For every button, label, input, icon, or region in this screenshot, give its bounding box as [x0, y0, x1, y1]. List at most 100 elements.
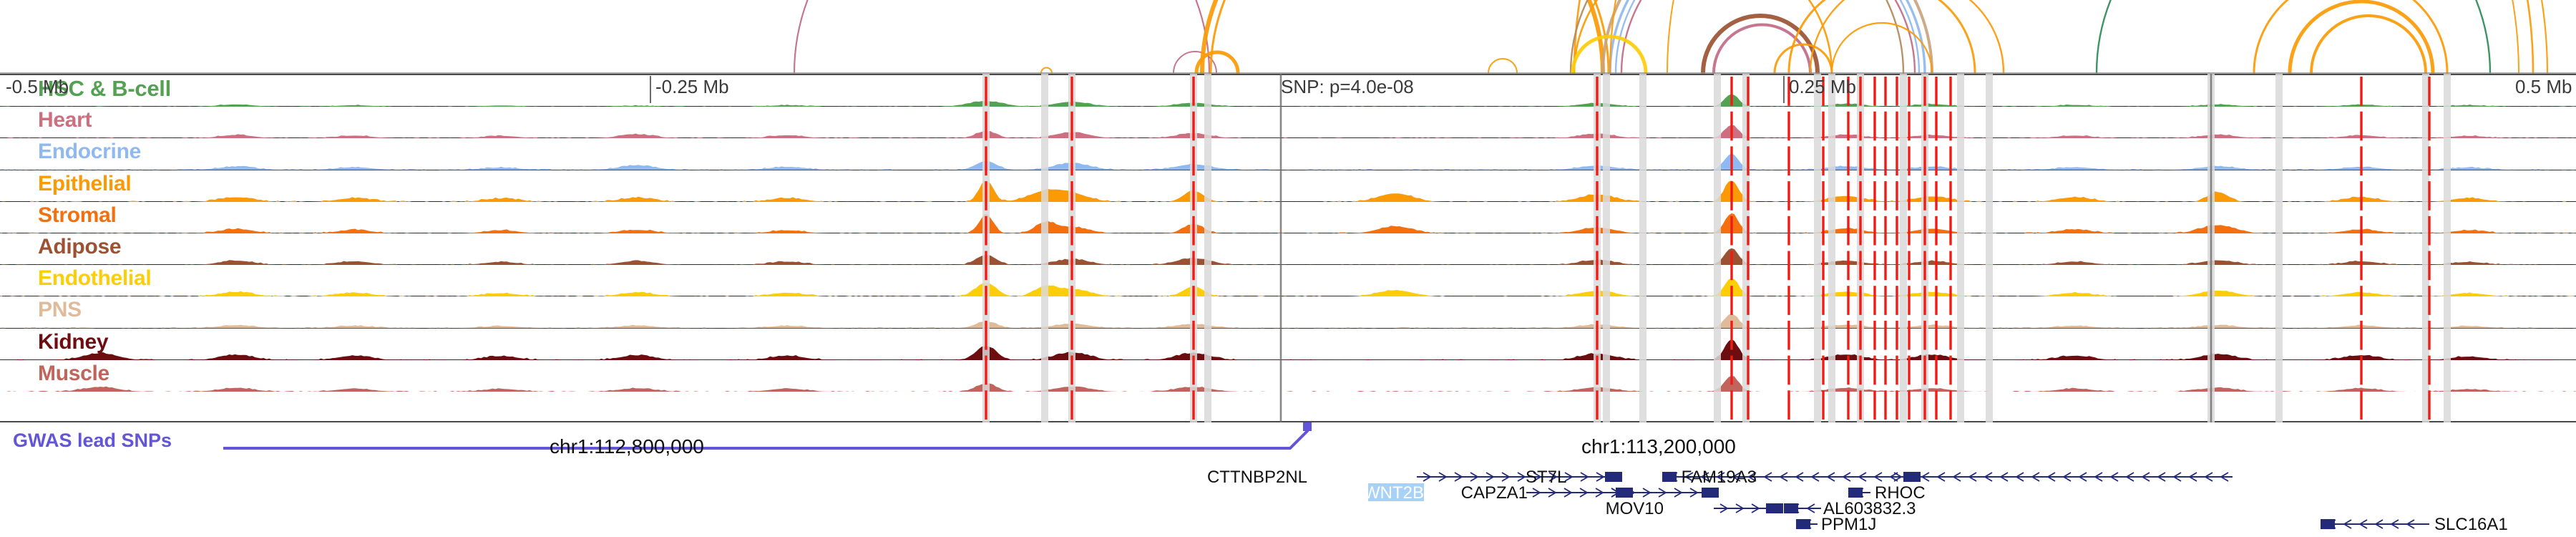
strand-arrow — [2094, 472, 2103, 482]
strand-arrow — [1501, 472, 1511, 482]
gene-label: MOV10 — [1606, 499, 1664, 518]
strand-arrow — [2046, 472, 2056, 482]
gene-exon — [1702, 488, 1719, 498]
strand-arrow — [1548, 472, 1558, 482]
gene-model[interactable]: FAM19A3 — [1682, 468, 1921, 487]
loop-arc — [1209, 0, 1610, 74]
signal-track-endothelial: Endothelial — [0, 265, 2576, 297]
strand-arrow — [1719, 503, 1729, 513]
signal-area — [0, 213, 2576, 233]
loop-arc — [1614, 0, 1921, 74]
axis-tick-label: 0.25 Mb — [1789, 76, 1856, 97]
signal-area — [0, 339, 2576, 360]
strand-arrow — [1810, 472, 1820, 482]
track-signal-canvas — [0, 329, 2576, 360]
gene-label-highlight — [1368, 483, 1424, 501]
axis-tick-mark — [1783, 76, 1785, 103]
gene-exon — [1605, 472, 1622, 482]
strand-arrow — [1747, 472, 1757, 482]
gene-label: CAPZA1 — [1461, 483, 1528, 503]
strand-arrow — [1626, 488, 1636, 498]
gene-model[interactable]: RHOC — [1848, 483, 1926, 503]
loop-arc — [1620, 0, 1916, 74]
track-signal-canvas — [0, 233, 2576, 266]
track-label-pns: PNS — [38, 298, 82, 322]
strand-arrow — [1779, 472, 1788, 482]
strand-arrow — [1642, 488, 1652, 498]
loop-arc — [1040, 67, 1053, 74]
gene-label: PPM1J — [1821, 515, 1876, 534]
strand-arrow — [2062, 472, 2072, 482]
gene-label: ST7L — [1526, 468, 1566, 487]
loop-arc — [1571, 34, 1648, 74]
strand-arrow — [1596, 472, 1605, 482]
strand-arrow — [2390, 519, 2399, 529]
strand-arrow — [1533, 472, 1542, 482]
strand-arrow — [2078, 472, 2087, 482]
strand-arrow — [1936, 472, 1946, 482]
gene-label: SLC16A1 — [2434, 515, 2508, 534]
strand-arrow — [1735, 503, 1745, 513]
gwas-lead-snps-label: GWAS lead SNPs — [13, 430, 172, 451]
track-label-endocrine: Endocrine — [38, 140, 141, 164]
signal-track-epithelial: Epithelial — [0, 170, 2576, 202]
strand-arrow — [2343, 519, 2352, 529]
gene-model[interactable]: PPM1J — [1796, 515, 1876, 534]
track-label-muscle: Muscle — [38, 361, 109, 385]
gene-model[interactable]: AL603832.3 — [1784, 499, 1916, 518]
gene-exon — [1662, 472, 1677, 482]
strand-arrow — [1984, 472, 1993, 482]
strand-arrow — [2374, 519, 2384, 529]
strand-arrow — [2188, 472, 2197, 482]
gene-model[interactable]: CAPZA1 — [1461, 483, 1719, 503]
gene-model[interactable]: WNT2B — [1364, 483, 1633, 503]
strand-arrow — [1564, 472, 1574, 482]
strand-arrow — [1689, 488, 1699, 498]
chromatin-loop-arcs — [0, 0, 2576, 74]
loop-arc — [1701, 14, 1820, 74]
strand-arrow — [1842, 472, 1851, 482]
strand-arrow — [1968, 472, 1977, 482]
strand-arrow — [1438, 472, 1448, 482]
gwas-snp-marker — [1303, 422, 1312, 431]
strand-arrow — [1485, 472, 1495, 482]
axis-tick-label: -0.5 Mb — [6, 76, 69, 97]
strand-arrow — [1611, 488, 1620, 498]
gene-model[interactable]: ST7L — [1526, 468, 2233, 487]
gene-model[interactable]: MOV10 — [1606, 499, 1783, 518]
signal-track-adipose: Adipose — [0, 233, 2576, 266]
track-signal-canvas — [0, 296, 2576, 329]
gene-exon — [1903, 472, 1921, 482]
strand-arrow — [1595, 488, 1604, 498]
signal-area — [0, 375, 2576, 392]
signal-area — [0, 278, 2576, 297]
strand-arrow — [1470, 472, 1479, 482]
strand-arrow — [2204, 472, 2213, 482]
strand-arrow — [1921, 472, 1930, 482]
strand-arrow — [1580, 472, 1589, 482]
coordinate-label-right: chr1:113,200,000 — [1581, 435, 1736, 458]
gene-model[interactable]: CTTNBP2NL — [1207, 468, 1622, 487]
signal-area — [0, 314, 2576, 329]
signal-track-pns: PNS — [0, 296, 2576, 329]
strand-arrow — [1454, 472, 1463, 482]
track-label-adipose: Adipose — [38, 234, 122, 258]
gene-label: AL603832.3 — [1823, 499, 1916, 518]
gene-exon — [2321, 519, 2335, 529]
track-label-endothelial: Endothelial — [38, 266, 152, 291]
strand-arrow — [1674, 488, 1683, 498]
gene-model[interactable]: SLC16A1 — [2321, 515, 2508, 534]
gene-label: CTTNBP2NL — [1207, 468, 1307, 487]
gene-exon — [1784, 503, 1798, 513]
strand-arrow — [2141, 472, 2150, 482]
loop-arc — [1488, 58, 1518, 74]
signal-track-stromal: Stromal — [0, 202, 2576, 233]
axis-tick-mark — [650, 76, 651, 103]
signal-area — [0, 125, 2576, 139]
strand-arrow — [1517, 472, 1526, 482]
strand-arrow — [2406, 519, 2415, 529]
gene-label: RHOC — [1875, 483, 1926, 503]
track-label-heart: Heart — [38, 108, 92, 132]
strand-arrow — [1826, 472, 1835, 482]
signal-track-endocrine: Endocrine — [0, 138, 2576, 170]
